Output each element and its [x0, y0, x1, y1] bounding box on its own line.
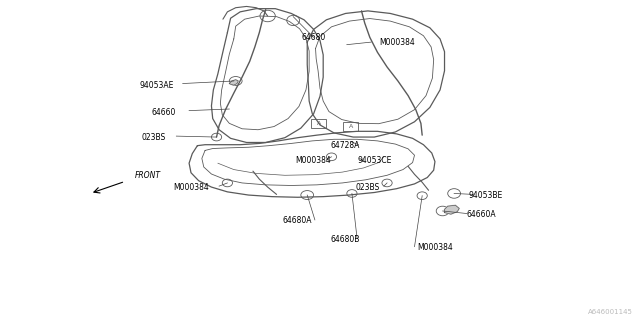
Polygon shape: [229, 80, 238, 85]
Text: 64680: 64680: [301, 33, 326, 42]
Text: A646001145: A646001145: [588, 309, 633, 316]
Text: M000384: M000384: [417, 243, 453, 252]
Text: 023BS: 023BS: [142, 132, 166, 141]
Text: M000384: M000384: [173, 183, 209, 192]
Text: 94053CE: 94053CE: [357, 156, 392, 165]
Text: M000384: M000384: [379, 38, 415, 47]
Text: A: A: [349, 124, 353, 129]
Text: 64728A: 64728A: [331, 141, 360, 150]
Polygon shape: [445, 205, 460, 214]
Text: 94053BE: 94053BE: [469, 190, 503, 200]
Text: 023BS: 023BS: [356, 183, 380, 192]
Text: 64660A: 64660A: [466, 210, 496, 219]
Text: 64680B: 64680B: [331, 235, 360, 244]
Text: A: A: [317, 121, 321, 125]
Text: 94053AE: 94053AE: [140, 81, 174, 90]
Text: 64660: 64660: [151, 108, 176, 117]
Text: M000384: M000384: [296, 156, 332, 164]
Text: FRONT: FRONT: [134, 171, 161, 180]
Text: 64680A: 64680A: [283, 216, 312, 225]
